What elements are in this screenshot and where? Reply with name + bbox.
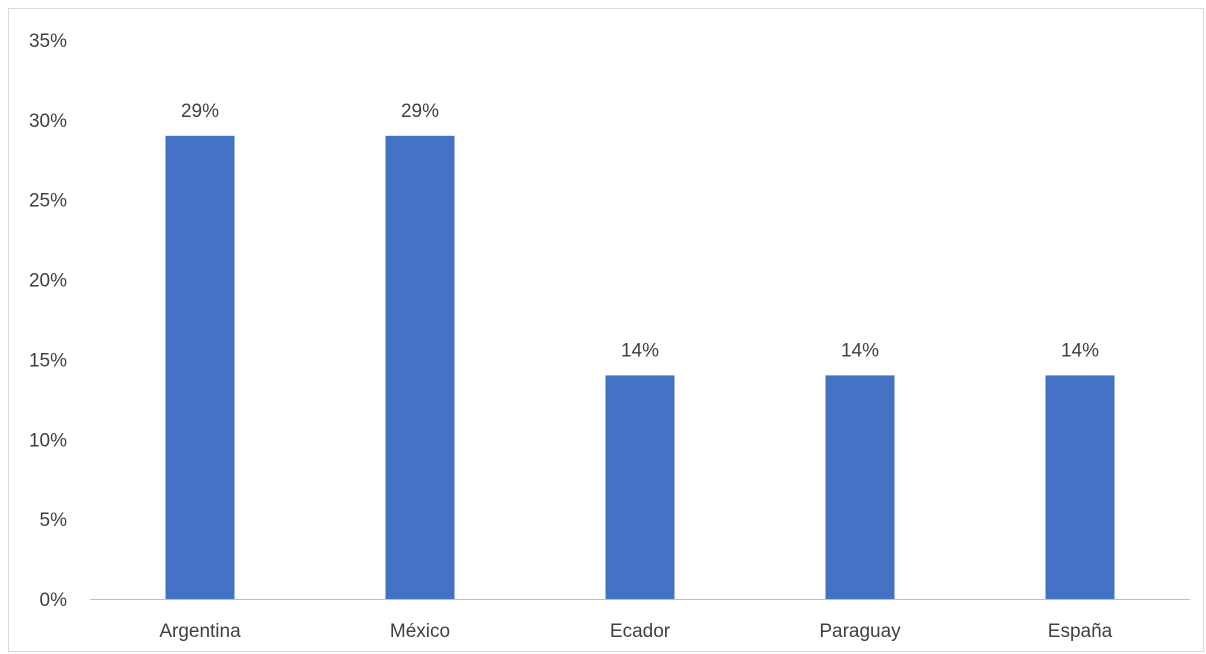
x-tick-label: Argentina — [159, 621, 241, 642]
bar-paraguay — [825, 375, 895, 599]
y-tick-label: 10% — [29, 430, 67, 451]
data-label: 14% — [841, 340, 879, 361]
x-tick-label: España — [1048, 621, 1113, 642]
y-tick-label: 20% — [29, 271, 67, 292]
y-tick-label: 35% — [29, 31, 67, 52]
bar-argentina — [165, 135, 235, 600]
bar-ecador — [605, 375, 675, 599]
data-labels: 29% 29% 14% 14% 14% — [181, 101, 1099, 362]
y-tick-label: 30% — [29, 111, 67, 132]
y-tick-label: 0% — [40, 590, 68, 611]
x-tick-label: Paraguay — [819, 621, 901, 642]
y-tick-label: 25% — [29, 191, 67, 212]
x-tick-label: México — [390, 621, 450, 642]
y-tick-label: 15% — [29, 350, 67, 371]
bar-mexico — [385, 135, 455, 600]
data-label: 14% — [621, 340, 659, 361]
y-tick-label: 5% — [40, 510, 68, 531]
x-axis-tick-labels: Argentina México Ecador Paraguay España — [159, 621, 1112, 642]
x-tick-label: Ecador — [610, 621, 671, 642]
data-label: 14% — [1061, 340, 1099, 361]
data-label: 29% — [401, 101, 439, 122]
y-axis-tick-labels: 0% 5% 10% 15% 20% 25% 30% 35% — [29, 31, 67, 611]
data-label: 29% — [181, 101, 219, 122]
bar-espana — [1045, 375, 1115, 599]
bars — [165, 135, 1115, 600]
